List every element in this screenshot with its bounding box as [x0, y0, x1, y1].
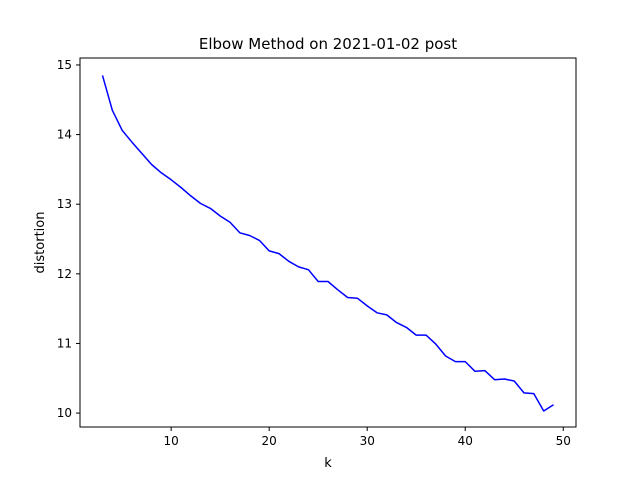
series-line [101, 75, 554, 412]
y-tick-label: 14 [57, 128, 72, 142]
plot-area [101, 75, 554, 412]
y-tick-label: 10 [57, 406, 72, 420]
axes-frame [79, 57, 577, 428]
y-tick-label: 13 [57, 197, 72, 211]
axis-ticks: 10 20 30 40 50 10 11 12 13 14 15 [57, 58, 571, 448]
y-tick-label: 12 [57, 267, 72, 281]
x-axis-label: k [324, 456, 332, 471]
chart-title: Elbow Method on 2021-01-02 post [199, 35, 457, 53]
x-tick-label: 10 [164, 434, 179, 448]
y-tick-label: 15 [57, 58, 72, 72]
x-tick-label: 40 [458, 434, 473, 448]
y-axis-label: distortion [33, 212, 48, 274]
x-tick-label: 50 [556, 434, 571, 448]
y-tick-label: 11 [57, 336, 72, 350]
x-tick-label: 30 [360, 434, 375, 448]
x-tick-label: 20 [262, 434, 277, 448]
